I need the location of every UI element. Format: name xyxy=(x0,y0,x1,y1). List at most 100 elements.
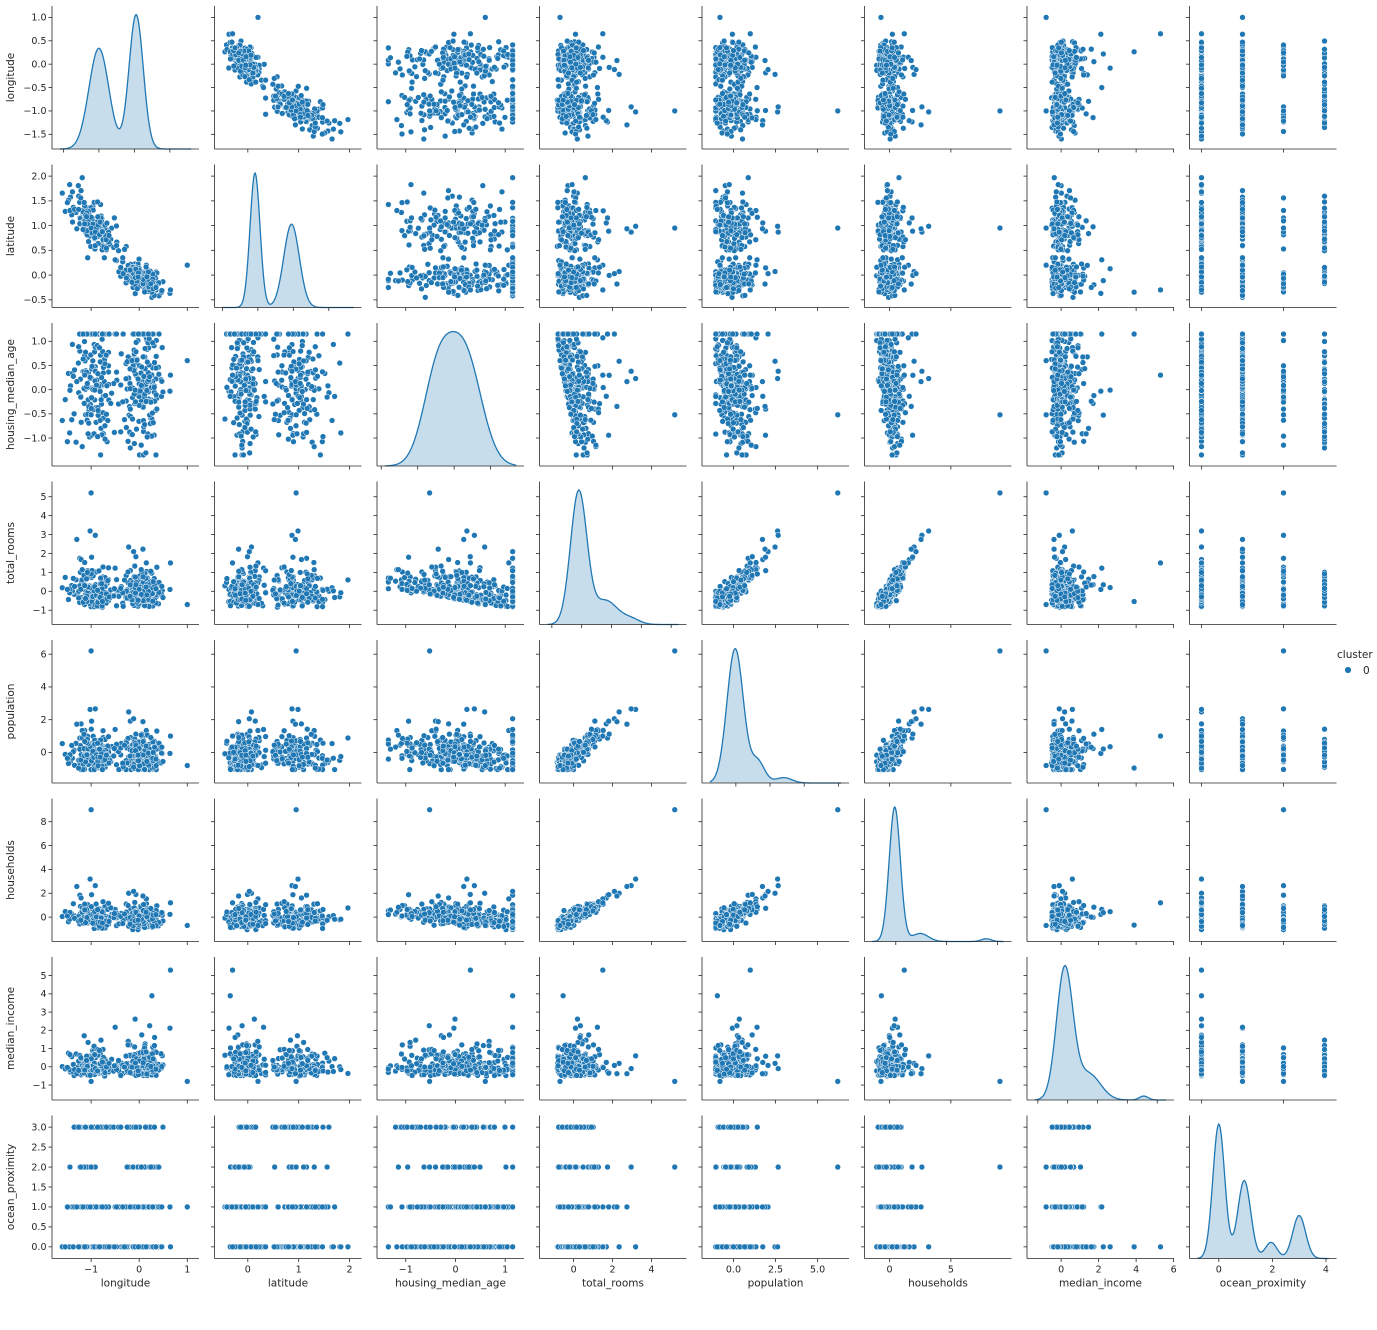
point xyxy=(295,83,301,89)
point xyxy=(749,210,755,216)
point xyxy=(1240,48,1246,54)
point xyxy=(628,104,634,110)
point xyxy=(1078,289,1084,295)
point xyxy=(883,245,889,251)
point xyxy=(1062,65,1068,71)
point xyxy=(723,118,729,124)
point xyxy=(510,52,516,58)
point xyxy=(459,112,465,118)
point xyxy=(263,77,269,83)
point xyxy=(1083,111,1089,117)
point xyxy=(510,62,516,68)
point xyxy=(727,267,733,273)
point xyxy=(754,214,760,220)
point xyxy=(883,207,889,213)
point xyxy=(1054,62,1060,68)
point xyxy=(80,227,86,233)
point xyxy=(890,76,896,82)
point xyxy=(569,182,575,188)
point xyxy=(464,62,470,68)
point xyxy=(720,91,726,97)
point xyxy=(889,31,895,37)
point xyxy=(568,245,574,251)
point xyxy=(495,56,501,62)
point xyxy=(451,31,457,37)
point xyxy=(624,122,630,128)
point xyxy=(1065,113,1071,119)
point xyxy=(445,118,451,124)
point xyxy=(415,225,421,231)
point xyxy=(746,50,752,56)
point xyxy=(1322,73,1328,79)
point xyxy=(1199,45,1205,51)
point xyxy=(483,63,489,69)
point xyxy=(1081,72,1087,78)
point xyxy=(305,113,311,119)
point xyxy=(1066,256,1072,262)
point xyxy=(461,122,467,128)
point xyxy=(1079,261,1085,267)
point xyxy=(733,255,739,261)
point xyxy=(106,233,112,239)
point xyxy=(562,130,568,136)
point xyxy=(404,102,410,108)
point xyxy=(483,278,489,284)
point xyxy=(298,93,304,99)
point xyxy=(466,51,472,57)
point xyxy=(1043,15,1049,21)
point xyxy=(1051,175,1057,181)
point xyxy=(574,79,580,85)
point xyxy=(724,285,730,291)
point xyxy=(463,216,469,222)
point xyxy=(464,74,470,80)
point xyxy=(1322,205,1328,211)
point xyxy=(1240,39,1246,45)
point xyxy=(569,255,575,261)
point xyxy=(584,99,590,105)
point xyxy=(427,108,433,114)
point xyxy=(877,48,883,54)
point xyxy=(120,271,126,277)
point xyxy=(429,237,435,243)
point xyxy=(557,262,563,268)
point xyxy=(564,188,570,194)
point xyxy=(184,262,190,268)
point xyxy=(719,255,725,261)
point xyxy=(734,85,740,91)
point xyxy=(488,93,494,99)
point xyxy=(901,31,907,37)
point xyxy=(596,96,602,102)
point xyxy=(747,91,753,97)
point xyxy=(562,274,568,280)
point xyxy=(900,270,906,276)
y-tick-label: −0.5 xyxy=(23,83,46,94)
point xyxy=(900,204,906,210)
point xyxy=(406,242,412,248)
point xyxy=(397,66,403,72)
point xyxy=(412,64,418,70)
point xyxy=(293,122,299,128)
point xyxy=(738,76,744,82)
point xyxy=(721,54,727,60)
point xyxy=(740,214,746,220)
panel-latitude-vs-latitude xyxy=(211,165,362,312)
point xyxy=(319,131,325,137)
point xyxy=(713,289,719,295)
point xyxy=(338,129,344,135)
point xyxy=(717,45,723,51)
point xyxy=(742,114,748,120)
point xyxy=(428,125,434,131)
point xyxy=(878,15,884,21)
point xyxy=(484,209,490,215)
point xyxy=(1065,214,1071,220)
point xyxy=(1322,64,1328,70)
point xyxy=(487,45,493,51)
point xyxy=(576,206,582,212)
point xyxy=(740,136,746,142)
point xyxy=(481,53,487,59)
point xyxy=(496,39,502,45)
point xyxy=(606,108,612,114)
point xyxy=(569,65,575,71)
point xyxy=(84,214,90,220)
point xyxy=(496,243,502,249)
